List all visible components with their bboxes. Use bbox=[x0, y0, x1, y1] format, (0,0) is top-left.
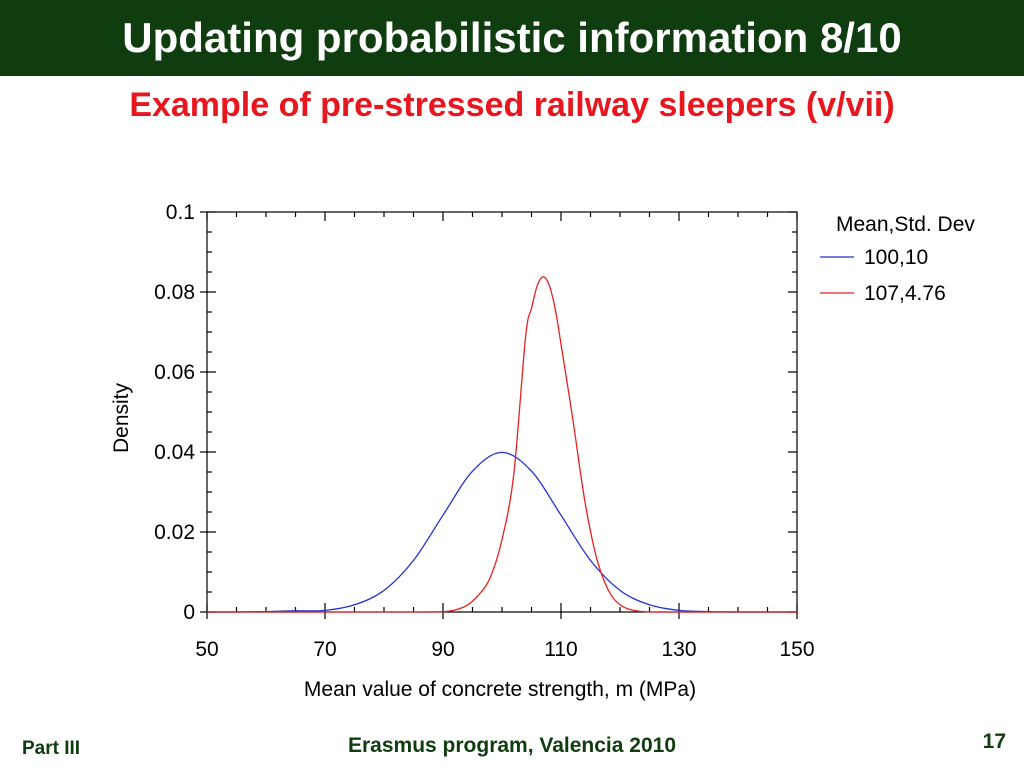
x-tick-label: 130 bbox=[661, 638, 696, 661]
y-axis-label: Density bbox=[110, 382, 133, 453]
y-tick-label: 0.1 bbox=[166, 201, 195, 224]
x-tick-label: 50 bbox=[195, 638, 218, 661]
footer-program-label: Erasmus program, Valencia 2010 bbox=[347, 734, 676, 757]
x-tick-label: 150 bbox=[779, 638, 814, 661]
series-line-2 bbox=[207, 276, 797, 613]
legend-title: Mean,Std. Dev bbox=[836, 213, 975, 236]
x-axis-label: Mean value of concrete strength, m (MPa) bbox=[304, 678, 696, 701]
series-line-1 bbox=[207, 451, 797, 613]
x-tick-label: 110 bbox=[544, 638, 577, 661]
plot-frame bbox=[206, 211, 798, 613]
y-tick-label: 0.06 bbox=[154, 361, 195, 384]
x-tick-label: 70 bbox=[313, 638, 336, 661]
y-tick-label: 0.08 bbox=[154, 281, 195, 304]
footer-part-label: Part III bbox=[22, 738, 81, 759]
legend-entry-1: 100,10 bbox=[864, 246, 928, 269]
title-bar: Updating probabilistic information 8/10 bbox=[0, 0, 1024, 76]
slide-subtitle: Example of pre-stressed railway sleepers… bbox=[129, 86, 895, 124]
y-tick-label: 0 bbox=[183, 601, 195, 624]
slide-title: Updating probabilistic information 8/10 bbox=[122, 14, 902, 61]
y-tick-label: 0.02 bbox=[154, 521, 195, 544]
y-tick-label: 0.04 bbox=[154, 441, 195, 464]
page-number: 17 bbox=[982, 730, 1006, 753]
x-tick-label: 90 bbox=[431, 638, 454, 661]
legend-entry-2: 107,4.76 bbox=[864, 282, 946, 305]
